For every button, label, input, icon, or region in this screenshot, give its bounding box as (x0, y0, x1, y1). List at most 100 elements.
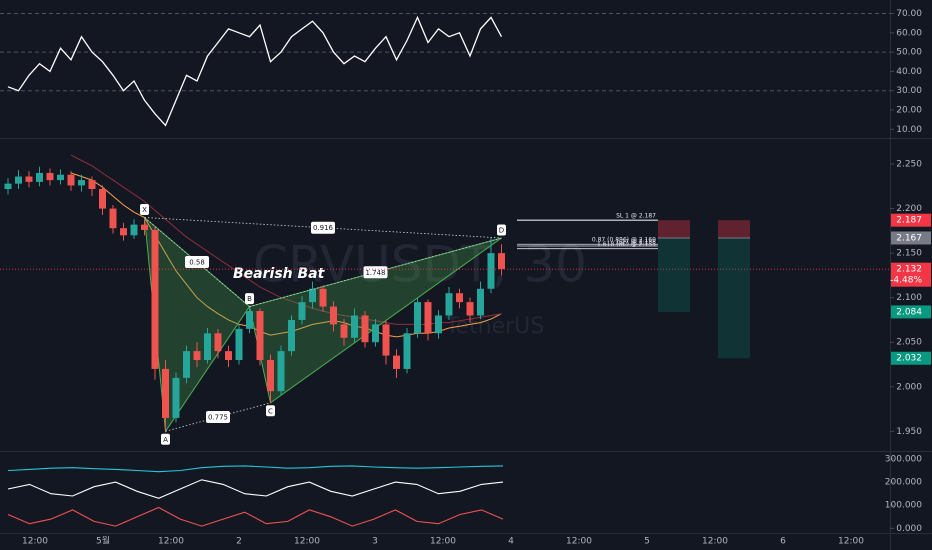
pattern-point-box (245, 293, 254, 305)
price-tag (891, 231, 931, 245)
y-tick-label: 50.00 (896, 48, 922, 58)
candle-body (46, 172, 54, 181)
candle-body (466, 302, 474, 316)
price-tag-label: 2.187 (896, 216, 922, 226)
watermark-name: TetherUS (445, 314, 544, 339)
stop-zone (658, 220, 690, 238)
candle-body (15, 176, 22, 184)
y-tick-label: 0.000 (896, 524, 922, 534)
x-tick-label: 4 (508, 537, 514, 547)
target-level-label: SL 1 @ 2.187 (616, 213, 656, 220)
candle-body (25, 176, 33, 182)
candle-body (162, 368, 169, 418)
target-zone (718, 237, 750, 359)
candle-body (120, 228, 127, 236)
y-tick-label: 10.00 (896, 125, 922, 135)
price-tag (891, 351, 931, 365)
y-tick-label: 2.150 (896, 249, 922, 259)
candle-body (445, 293, 453, 316)
candle-body (372, 324, 379, 343)
pattern-point-box (497, 224, 506, 236)
price-change-label: -4.48% (890, 276, 922, 286)
candle-body (414, 302, 421, 334)
target-zone (658, 237, 690, 312)
candle-body (246, 311, 253, 329)
ratio-label: 0.775 (208, 414, 228, 422)
y-tick-label: 30.00 (896, 86, 922, 96)
ratio-label: 0.916 (313, 224, 334, 232)
pattern-point-label: C (268, 407, 273, 415)
x-tick-label: 12:00 (566, 537, 592, 547)
price-tag-label: 2.084 (896, 307, 922, 317)
ratio-label-box (185, 256, 209, 269)
price-tag (891, 262, 931, 287)
candle-body (403, 333, 411, 369)
ratio-label-box (206, 411, 230, 424)
ratio-line (165, 402, 271, 432)
candle-body (193, 351, 201, 361)
y-tick-label: 300.000 (885, 454, 922, 464)
watermark-symbol: CRVUSDT, 30 (253, 236, 587, 294)
candle-body (309, 288, 316, 303)
price-tag (891, 213, 931, 227)
oscillator-line (7, 506, 504, 527)
candle-body (351, 315, 358, 338)
candle-body (141, 224, 148, 230)
candle-body (435, 315, 442, 334)
candle-body (330, 306, 337, 325)
pattern-title: Bearish Bat (233, 266, 326, 282)
pattern-point-label: A (163, 436, 168, 444)
candle-body (498, 253, 505, 270)
candle-body (204, 333, 211, 361)
x-tick-label: 12:00 (430, 537, 456, 547)
candle-body (424, 302, 432, 334)
price-tag (891, 305, 931, 319)
y-tick-label: 60.00 (896, 28, 922, 38)
y-tick-label: 1.950 (896, 427, 922, 437)
candle-body (393, 355, 400, 369)
candle-body (487, 253, 495, 289)
pattern-point-box (140, 204, 149, 215)
candle-body (298, 302, 306, 320)
candle-body (4, 183, 12, 189)
candle-body (78, 180, 85, 186)
candle-body (382, 324, 390, 356)
candle-body (256, 311, 264, 361)
candle-body (235, 328, 243, 361)
candle-body (130, 224, 138, 236)
target-level-label: 1.618 (BC) @ 2.155 (597, 241, 656, 248)
y-tick-label: 2.000 (896, 382, 922, 392)
candle-body (319, 288, 327, 307)
pattern-point-box (161, 433, 170, 445)
y-tick-label: 70.00 (896, 9, 922, 19)
price-tag-label: 2.167 (896, 233, 922, 243)
x-tick-label: 5월 (96, 535, 110, 547)
price-tag-label: 2.032 (896, 354, 922, 364)
pattern-point-box (266, 405, 275, 417)
candle-body (151, 229, 159, 369)
ratio-label: 1.748 (365, 269, 385, 277)
pattern-point-label: B (247, 295, 252, 303)
candle-body (340, 324, 348, 338)
candle-body (88, 180, 96, 189)
y-tick-label: 20.00 (896, 105, 922, 115)
candle-body (225, 351, 232, 361)
y-tick-label: 100.000 (885, 501, 922, 511)
target-level-label: 0.87 (0.886) @ 2.160 (592, 237, 656, 244)
y-tick-label: 2.100 (896, 293, 922, 303)
candle-body (456, 293, 463, 303)
x-tick-label: 2 (236, 537, 242, 547)
indicator-line (7, 15, 503, 127)
candle-body (277, 351, 285, 392)
x-tick-label: 6 (780, 537, 786, 547)
candle-body (99, 188, 106, 209)
candle-body (267, 360, 274, 392)
x-tick-label: 12:00 (22, 537, 48, 547)
pattern-point-label: D (499, 226, 504, 234)
x-tick-label: 12:00 (294, 537, 320, 547)
candle-body (172, 377, 180, 418)
candle-body (288, 319, 295, 352)
candle-body (57, 174, 64, 181)
ratio-label-box (311, 221, 335, 234)
candle-body (36, 172, 43, 182)
